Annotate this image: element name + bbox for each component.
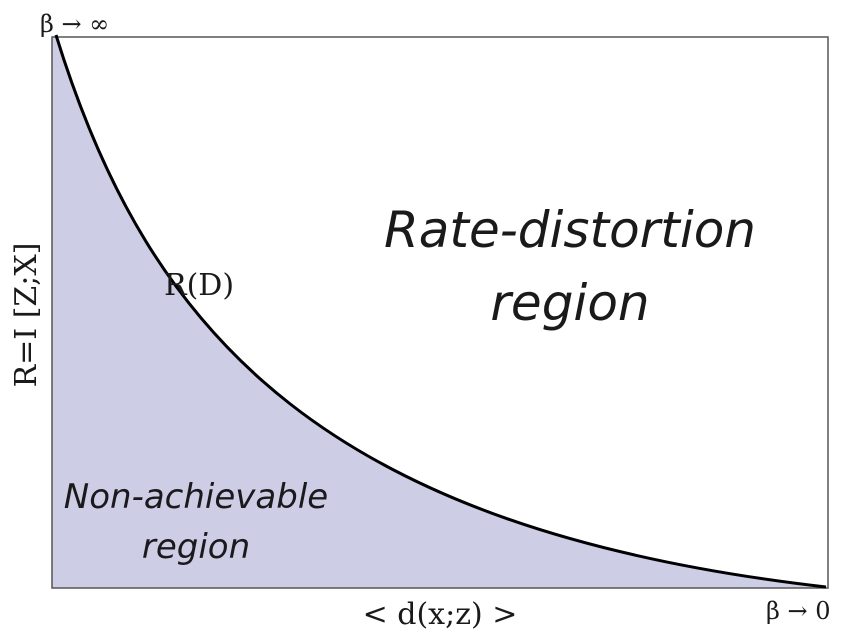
non-achievable-region-label-line1: Non-achievable [64, 477, 328, 517]
rate-distortion-region-label-line2: region [490, 274, 649, 332]
rd-curve [54, 34, 827, 589]
plot-frame [51, 36, 829, 589]
non-achievable-area [52, 35, 826, 588]
curve-label: R(D) [164, 268, 234, 303]
beta-zero-label: β → 0 [766, 597, 831, 625]
beta-infinity-label: β → ∞ [40, 10, 109, 38]
y-axis-label: R=I [Z;X] [9, 243, 44, 388]
x-axis-label: < d(x;z) > [363, 597, 518, 632]
non-achievable-region-label-line2: region [142, 527, 250, 567]
rate-distortion-region-label-line1: Rate-distortion [384, 201, 756, 259]
